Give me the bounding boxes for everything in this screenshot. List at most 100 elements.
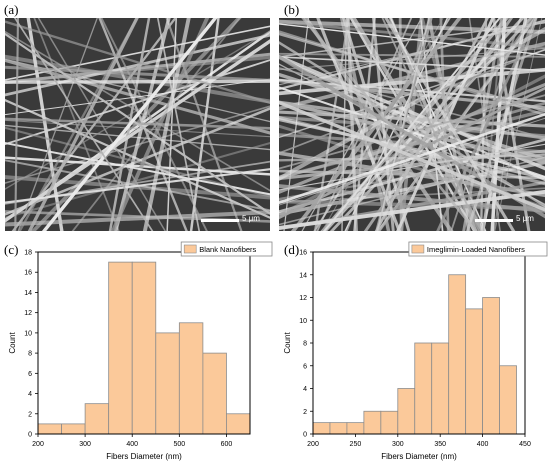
y-tick-label: 14 [299,272,307,279]
y-tick-label: 6 [303,363,307,370]
histogram-bar [61,423,86,435]
fiber-strand [279,19,545,34]
fiber-strand [5,168,270,204]
x-tick-label: 200 [32,441,44,448]
histogram-bar [178,322,204,435]
fiber-strand [279,156,545,226]
x-tick-label: 300 [392,441,404,448]
y-tick-label: 6 [28,371,32,378]
fiber-strand [5,210,270,227]
fiber-strand [5,98,270,219]
fiber-strand [5,59,270,146]
histogram-bar [380,410,399,435]
fiber-strand [5,30,270,192]
y-tick-label: 0 [28,432,32,439]
legend-box [408,241,548,257]
x-tick-label: 450 [519,441,531,448]
panel-label-b: (b) [284,2,300,17]
fiber-strand [5,79,270,84]
histogram-bar [482,297,500,435]
histogram-bar [448,274,467,435]
fiber-strand [279,94,545,170]
y-tick-label: 10 [24,330,32,337]
panel-label-d: (d) [284,242,300,257]
histogram-bar [363,410,382,435]
fiber-strand [14,18,20,231]
scale-bar-a [201,219,239,222]
fiber-strand [341,18,348,231]
sem-image-a: 5 μm [5,18,270,231]
y-axis-label: Count [283,332,292,354]
fiber-strand [346,18,358,231]
histogram-bar [37,423,62,435]
y-tick-label: 8 [28,351,32,358]
histogram-bar [155,332,180,435]
legend-box [180,241,273,257]
fiber-strand [323,18,501,231]
fiber-strand [279,189,545,230]
fiber-strand [301,18,423,231]
y-tick-label: 0 [303,432,307,439]
histogram-bar [431,342,450,435]
y-axis-label: Count [8,332,17,354]
fiber-strand [5,55,270,84]
fiber-strand [5,25,270,81]
fiber-strand [279,48,545,155]
histogram-bar [131,261,157,435]
y-tick-label: 2 [303,409,307,416]
fiber-strand [279,100,545,212]
fiber-strand [279,74,545,218]
legend-swatch [411,244,425,254]
sem-image-b: 5 μm [279,18,545,231]
y-tick-label: 16 [24,270,32,277]
fiber-strand [374,18,489,231]
y-tick-label: 12 [24,310,32,317]
y-tick-label: 14 [24,290,32,297]
fiber-strand [482,18,503,231]
fiber-strand [5,78,270,116]
fiber-strand [279,52,545,58]
y-tick-label: 18 [24,250,32,257]
histogram-c: 200 300 400 500 600 0 2 4 6 8 10 12 14 16 18 Fibers Dia… [8,241,273,461]
fiber-strand [279,20,545,50]
y-tick-label: 4 [303,386,307,393]
x-tick-label: 350 [434,441,446,448]
x-tick-label: 400 [126,441,138,448]
x-axis-label: Fibers Diameter (nm) [381,452,457,461]
fiber-strand [279,143,545,191]
histogram-bar [312,422,331,435]
fiber-strand [5,33,270,97]
y-tick-label: 4 [28,391,32,398]
fiber-strand [142,18,191,231]
x-tick-label: 600 [221,441,233,448]
y-tick-label: 8 [303,341,307,348]
panel-label-c: (c) [4,242,19,257]
histogram-bar [499,365,517,435]
fiber-strand [279,108,545,179]
y-tick-label: 16 [299,250,307,257]
histogram-bar [397,388,416,435]
fiber-strand [5,65,270,82]
histogram-bar [84,403,110,435]
scale-bar-b [475,219,513,222]
histogram-bar [226,413,251,435]
fiber-strand [301,18,478,231]
fiber-strand [5,175,270,200]
x-tick-label: 250 [350,441,362,448]
x-tick-label: 200 [307,441,319,448]
x-tick-label: 300 [79,441,91,448]
fiber-strand [41,18,218,231]
plot-frame [37,251,251,435]
fiber-strand [323,18,525,231]
x-tick-label: 500 [173,441,185,448]
fiber-strand [279,23,545,56]
histogram-bar [465,308,483,435]
legend-label: Blank Nanofibers [199,245,256,254]
fiber-strand [376,18,430,231]
fiber-strand [384,18,516,231]
histogram-bar [329,422,348,435]
fiber-strand [37,18,167,231]
legend-label: Imeglimin-Loaded Nanofibers [427,245,525,254]
y-tick-label: 10 [299,318,307,325]
x-axis-label: Fibers Diameter (nm) [106,452,182,461]
